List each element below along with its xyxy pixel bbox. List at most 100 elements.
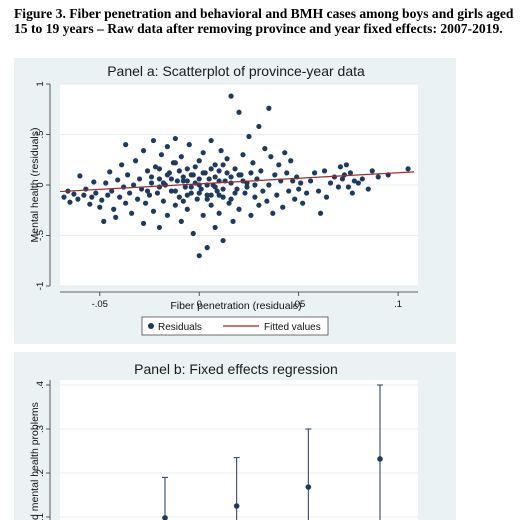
scatter-point <box>178 154 184 160</box>
scatter-point <box>228 93 234 99</box>
panel-a-y-tick-label: 0 <box>35 182 46 187</box>
scatter-point <box>160 198 167 204</box>
scatter-point <box>186 142 192 148</box>
scatter-point <box>290 178 296 184</box>
scatter-point <box>204 196 210 202</box>
scatter-point <box>276 162 282 168</box>
scatter-point <box>200 150 206 156</box>
panel-b-title: Panel b: Fixed effects regression <box>134 361 338 377</box>
scatter-point <box>142 200 149 206</box>
fitted-values-line <box>59 171 415 193</box>
panel-a-y-tick-label: -1 <box>35 282 46 290</box>
scatter-point <box>198 186 204 192</box>
scatter-point <box>208 166 214 172</box>
scatter-point <box>184 166 190 172</box>
scatter-point <box>206 176 212 182</box>
scatter-point <box>282 150 288 156</box>
panel-a-x-tick-label: .05 <box>292 299 305 310</box>
scatter-point <box>262 146 268 152</box>
scatter-point <box>337 164 344 170</box>
scatter-point <box>234 186 240 192</box>
scatter-point <box>176 194 182 200</box>
scatter-point <box>188 184 194 190</box>
scatter-point <box>89 194 95 200</box>
panel-a-points <box>61 93 411 259</box>
scatter-point <box>119 162 125 168</box>
scatter-point <box>256 123 262 130</box>
scatter-point <box>150 208 157 214</box>
scatter-point <box>97 204 103 210</box>
scatter-point <box>117 194 123 200</box>
scatter-point <box>152 164 159 170</box>
scatter-point <box>323 194 330 200</box>
panel-a-x-axis-label: Fiber penetration (residuals) <box>170 300 301 312</box>
scatter-point <box>61 194 67 200</box>
scatter-point <box>174 178 180 184</box>
scatter-point <box>224 170 230 176</box>
point-estimate <box>305 484 312 490</box>
scatter-point <box>194 196 200 202</box>
scatter-point <box>248 212 254 218</box>
scatter-point <box>208 137 214 144</box>
point-estimate <box>233 503 240 509</box>
scatter-point <box>240 152 246 158</box>
legend-residuals-marker <box>148 323 154 329</box>
scatter-point <box>164 172 170 178</box>
scatter-point <box>75 196 81 202</box>
scatter-point <box>168 188 174 194</box>
panel-a-fitted-line <box>59 171 415 193</box>
scatter-point <box>105 192 111 198</box>
panel-a-y-tick-label: 1 <box>35 81 46 86</box>
scatter-point <box>188 190 194 196</box>
scatter-point <box>121 184 127 190</box>
panel-b-error-bars <box>162 384 383 520</box>
scatter-point <box>359 176 365 182</box>
scatter-point <box>180 178 186 184</box>
scatter-point <box>132 158 139 164</box>
scatter-point <box>252 194 258 200</box>
scatter-point <box>345 184 351 190</box>
scatter-point <box>292 196 298 202</box>
scatter-point <box>220 237 226 244</box>
point-estimate <box>162 515 168 520</box>
scatter-point <box>335 184 342 190</box>
panel-a-y-axis-label: Mental health (residuals) <box>29 128 41 243</box>
scatter-point <box>71 191 77 197</box>
scatter-point <box>349 190 355 196</box>
scatter-point <box>220 186 226 192</box>
scatter-point <box>87 201 93 207</box>
scatter-point <box>298 180 304 186</box>
scatter-point <box>180 198 186 204</box>
panel-a: Panel a: Scatterplot of province-year da… <box>29 63 418 336</box>
scatter-point <box>220 162 226 168</box>
scatter-point <box>347 170 353 176</box>
scatter-point <box>134 196 141 202</box>
scatter-point <box>136 176 143 182</box>
scatter-point <box>156 224 163 231</box>
scatter-point <box>327 180 334 186</box>
scatter-point <box>91 179 97 185</box>
scatter-point <box>123 142 129 148</box>
panel-a-gridlines <box>60 83 418 287</box>
scatter-point <box>150 137 157 144</box>
scatter-point <box>67 199 73 205</box>
scatter-point <box>260 188 266 194</box>
scatter-point <box>184 178 190 184</box>
scatter-point <box>315 188 322 194</box>
scatter-point <box>365 186 371 192</box>
scatter-point <box>331 174 338 180</box>
scatter-point <box>308 178 314 184</box>
scatter-point <box>258 168 264 174</box>
panel-a-y-tick-label: .5 <box>35 131 46 139</box>
scatter-point <box>172 135 178 142</box>
scatter-point <box>228 196 234 202</box>
scatter-point <box>113 214 119 220</box>
scatter-point <box>236 172 242 178</box>
scatter-point <box>154 190 161 196</box>
scatter-point <box>339 176 346 182</box>
panel-b-y-tick-label: .1 <box>35 513 46 520</box>
panel-a-x-tick-label: .1 <box>394 299 402 310</box>
panel-b-y-tick-label: .4 <box>35 381 46 389</box>
scatter-point <box>266 182 272 188</box>
scatter-point <box>284 170 290 176</box>
